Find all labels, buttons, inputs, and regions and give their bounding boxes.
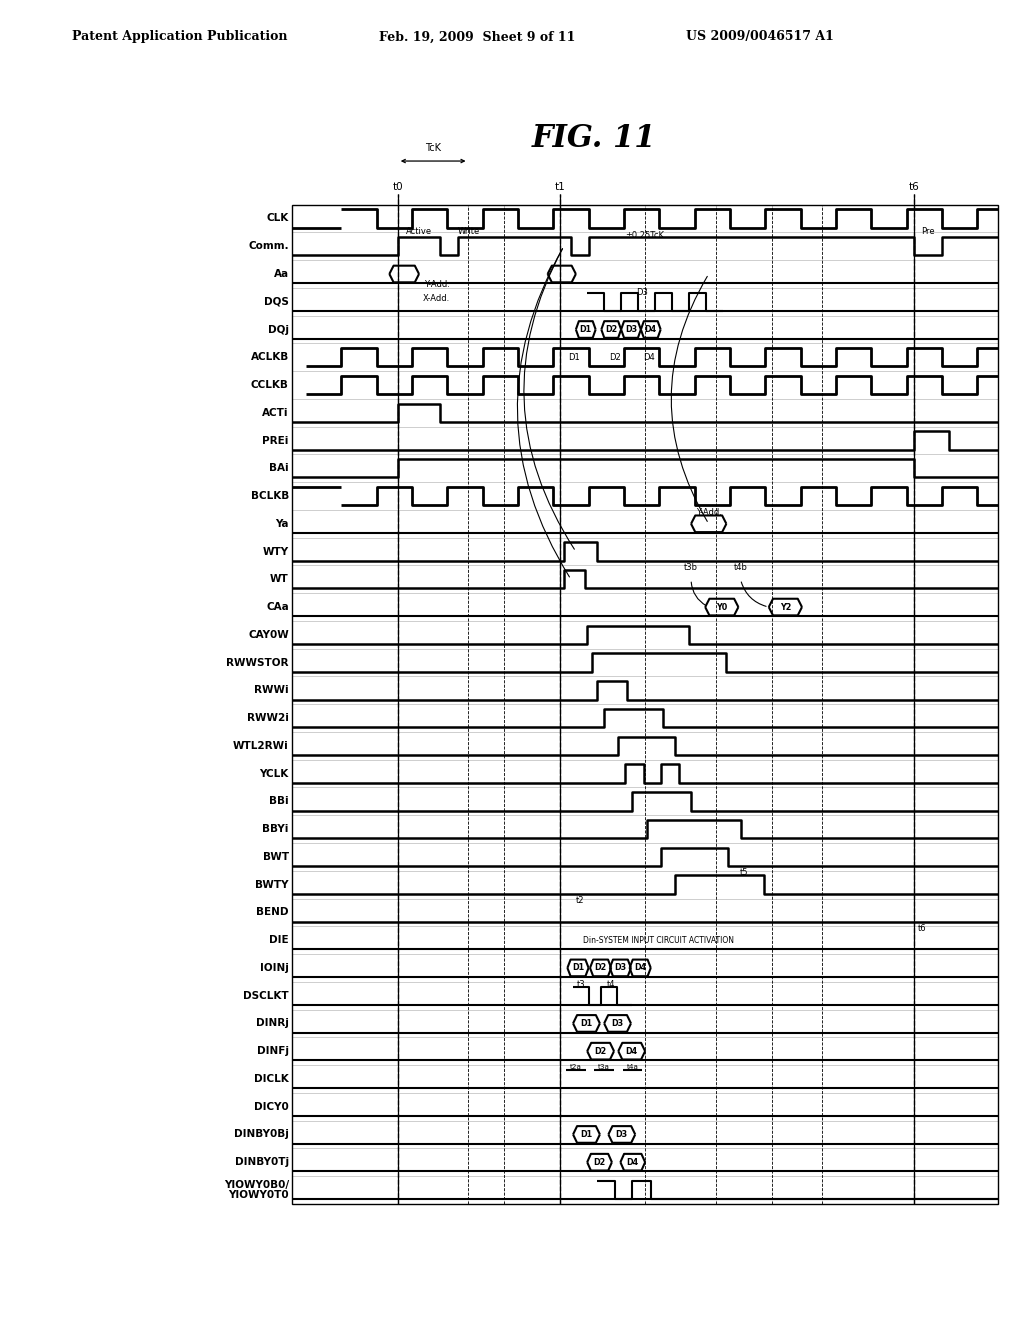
Text: t4b: t4b — [733, 564, 748, 572]
Text: Pre: Pre — [921, 227, 935, 236]
Text: D4: D4 — [643, 352, 655, 362]
Text: D3: D3 — [614, 964, 627, 973]
Text: t3: t3 — [578, 979, 586, 989]
Text: t2: t2 — [575, 896, 585, 906]
Text: Patent Application Publication: Patent Application Publication — [72, 30, 287, 44]
Text: DQS: DQS — [264, 297, 289, 306]
Text: Y-Add.: Y-Add. — [695, 508, 722, 516]
Bar — [292, 205, 998, 1204]
Text: PREi: PREi — [262, 436, 289, 446]
Text: RWW2i: RWW2i — [247, 713, 289, 723]
Text: t4: t4 — [607, 979, 615, 989]
Text: WTY: WTY — [262, 546, 289, 557]
Text: ACLKB: ACLKB — [251, 352, 289, 362]
Text: WTL2RWi: WTL2RWi — [233, 741, 289, 751]
Text: D1: D1 — [572, 964, 584, 973]
Text: Ya: Ya — [275, 519, 289, 529]
Text: D4: D4 — [627, 1158, 639, 1167]
Text: US 2009/0046517 A1: US 2009/0046517 A1 — [686, 30, 834, 44]
Text: t6: t6 — [918, 924, 927, 933]
Text: t3a: t3a — [598, 1064, 610, 1071]
Text: BBYi: BBYi — [262, 824, 289, 834]
Text: t1: t1 — [555, 182, 565, 193]
Text: Y-Add.: Y-Add. — [424, 280, 450, 289]
Text: t4a: t4a — [627, 1064, 638, 1071]
Text: D4: D4 — [626, 1047, 638, 1056]
Text: BWT: BWT — [262, 851, 289, 862]
Text: RWWi: RWWi — [254, 685, 289, 696]
Text: BCLKB: BCLKB — [251, 491, 289, 502]
Text: D2: D2 — [595, 1047, 607, 1056]
Text: D3: D3 — [625, 325, 637, 334]
Text: CAY0W: CAY0W — [248, 630, 289, 640]
Text: D2: D2 — [595, 964, 607, 973]
Text: D1: D1 — [580, 325, 592, 334]
Text: DINBY0Bj: DINBY0Bj — [233, 1130, 289, 1139]
Text: D3: D3 — [615, 1130, 628, 1139]
Text: D3: D3 — [636, 288, 647, 297]
Text: D2: D2 — [594, 1158, 605, 1167]
Text: t3b: t3b — [684, 564, 698, 572]
Text: BAi: BAi — [269, 463, 289, 474]
Text: D4: D4 — [645, 325, 656, 334]
Text: FIG. 11: FIG. 11 — [531, 123, 656, 154]
Text: DINFj: DINFj — [257, 1047, 289, 1056]
Text: Y2: Y2 — [779, 602, 792, 611]
Text: Write: Write — [458, 227, 479, 236]
Text: DICY0: DICY0 — [254, 1102, 289, 1111]
Text: IOINj: IOINj — [260, 962, 289, 973]
Text: BBi: BBi — [269, 796, 289, 807]
Text: Feb. 19, 2009  Sheet 9 of 11: Feb. 19, 2009 Sheet 9 of 11 — [379, 30, 575, 44]
Text: DQj: DQj — [267, 325, 289, 334]
Text: DIE: DIE — [269, 935, 289, 945]
Text: Comm.: Comm. — [248, 242, 289, 251]
Text: YCLK: YCLK — [259, 768, 289, 779]
Text: D2: D2 — [605, 325, 617, 334]
Text: DINRj: DINRj — [256, 1019, 289, 1028]
Text: D1: D1 — [581, 1019, 593, 1028]
Text: YIOWY0B0/: YIOWY0B0/ — [223, 1180, 289, 1189]
Text: D1: D1 — [568, 352, 581, 362]
Text: ±0.25TcK: ±0.25TcK — [626, 231, 665, 240]
Text: WT: WT — [270, 574, 289, 585]
Text: DSCLKT: DSCLKT — [243, 991, 289, 1001]
Text: Aa: Aa — [273, 269, 289, 279]
Text: TcK: TcK — [425, 143, 441, 153]
Text: YIOWY0T0: YIOWY0T0 — [228, 1189, 289, 1200]
Text: D1: D1 — [581, 1130, 593, 1139]
Text: D3: D3 — [611, 1019, 624, 1028]
Text: t6: t6 — [908, 182, 919, 193]
Text: X-Add.: X-Add. — [423, 294, 451, 304]
Text: DINBY0Tj: DINBY0Tj — [234, 1158, 289, 1167]
Text: DICLK: DICLK — [254, 1074, 289, 1084]
Text: t0: t0 — [392, 182, 403, 193]
Text: BWTY: BWTY — [255, 879, 289, 890]
Text: BEND: BEND — [256, 907, 289, 917]
Text: CCLKB: CCLKB — [251, 380, 289, 389]
Text: t5: t5 — [739, 869, 749, 878]
Text: ACTi: ACTi — [262, 408, 289, 417]
Text: RWWSTOR: RWWSTOR — [226, 657, 289, 668]
Text: Y0: Y0 — [716, 602, 727, 611]
Text: CAa: CAa — [266, 602, 289, 612]
Text: D2: D2 — [609, 352, 622, 362]
Text: CLK: CLK — [266, 214, 289, 223]
Text: Active: Active — [406, 227, 432, 236]
Text: Din-SYSTEM INPUT CIRCUIT ACTIVATION: Din-SYSTEM INPUT CIRCUIT ACTIVATION — [583, 936, 734, 945]
Text: D4: D4 — [634, 964, 646, 973]
Text: t2a: t2a — [570, 1064, 582, 1071]
